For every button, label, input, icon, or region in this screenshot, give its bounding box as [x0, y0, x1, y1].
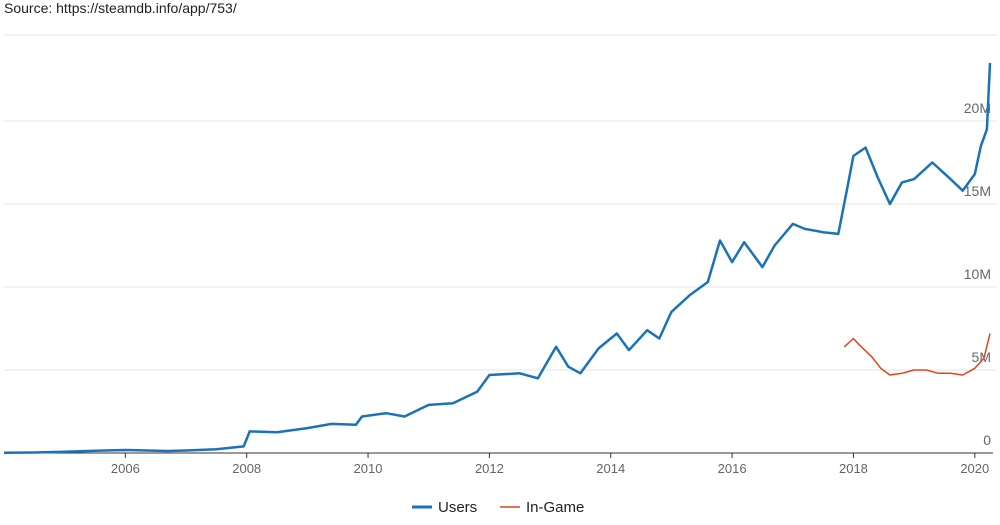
x-tick-label: 2006: [111, 461, 140, 476]
x-tick-label: 2012: [475, 461, 504, 476]
series-line-in-game: [843, 333, 991, 376]
x-tick-label: 2020: [960, 461, 989, 476]
legend: Users In-Game: [412, 499, 584, 516]
axes: 0 5M 10M 15M 20M 2006 2008 2010 2012 2014 2016 2018…: [4, 100, 993, 476]
x-tick-label: 2008: [232, 461, 261, 476]
x-tick-label: 2014: [596, 461, 625, 476]
y-tick-label: 20M: [964, 100, 991, 116]
x-tick-label: 2018: [839, 461, 868, 476]
y-tick-label: 15M: [964, 183, 991, 199]
grid-lines: [4, 34, 997, 371]
y-tick-label: 5M: [972, 349, 991, 365]
y-tick-label: 10M: [964, 266, 991, 282]
y-tick-label: 0: [983, 432, 991, 448]
x-tick-label: 2010: [354, 461, 383, 476]
series-lines: [3, 62, 992, 455]
legend-label-users: Users: [438, 499, 477, 516]
series-line-users: [3, 62, 992, 455]
legend-label-in-game: In-Game: [526, 499, 584, 516]
chart-source: Source: https://steamdb.info/app/753/: [4, 0, 237, 16]
x-tick-label: 2016: [718, 461, 747, 476]
